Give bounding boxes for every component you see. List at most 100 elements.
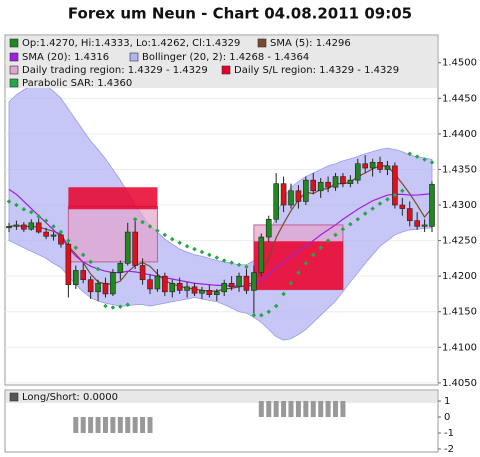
y-tick-label: 1.4250 [442,236,477,247]
long-short-bar [80,417,86,433]
long-short-bar [117,417,123,433]
candle-body [191,286,198,294]
candle-body [117,263,124,273]
y-tick-label: 1.4400 [442,129,477,140]
candle-body [72,270,79,285]
sar-dot [355,216,361,222]
candle-body [65,243,72,285]
long-short-bar [266,401,272,418]
y-tick-label: 1.4450 [442,93,477,104]
legend-label: Bollinger (20, 2): 1.4268 - 1.4364 [142,52,309,63]
candle-body [35,222,42,233]
sar-dot [36,214,41,219]
candle-body [273,183,279,220]
candle-body [213,291,220,295]
long-short-bar [288,401,294,418]
y-tick-label: 1.4200 [442,271,477,282]
candle-body [406,208,413,221]
candle-body [21,224,27,230]
candle-body [414,220,420,227]
candle-body [206,290,213,295]
sar-dot [95,266,101,272]
candle-body [384,165,391,170]
legend-box [6,36,437,88]
legend-swatch [9,78,19,88]
sar-dot [333,232,338,238]
sar-dot [221,258,227,263]
legend-label: SMA (20): 1.4316 [22,52,109,63]
candle-body [429,184,435,227]
y-tick-label: 1.4350 [442,164,477,175]
candle-body [147,279,153,290]
candle-body [295,190,302,202]
sma-line [8,188,433,288]
long-short-bar [333,401,339,418]
candle-body [13,224,20,227]
legend-label: Daily trading region: 1.4329 - 1.4329 [22,65,208,76]
sar-dot [58,229,64,235]
sar-dot [125,302,130,307]
sub-legend-box [6,391,437,403]
sar-dot [422,157,427,162]
candle-body [399,204,406,209]
sar-dot [51,224,56,229]
candle-body [258,236,265,273]
y-tick-label: 1.4100 [442,342,477,353]
sar-dot [259,313,264,318]
long-short-bar [258,401,264,418]
candle-body [58,234,64,245]
candle-body [325,181,331,188]
legend-swatch [257,38,267,48]
legend-label: SMA (5): 1.4296 [270,38,351,49]
candle-body [332,176,339,188]
sar-dot [288,281,294,286]
legend-label: Op:1.4270, Hi:1.4333, Lo:1.4262, Cl:1.43… [22,38,240,49]
candle-body [288,190,294,206]
y-tick-label: 1.4500 [442,58,477,69]
region [68,187,158,210]
candle-body [340,176,346,184]
y-tick-label: 0 [444,412,450,423]
candle-body [251,272,257,291]
candle-body [317,181,324,192]
candle-body [236,275,242,288]
y-tick-label: 1 [444,396,450,407]
long-short-bar [88,417,94,433]
candle-body [87,279,94,293]
legend-swatch [9,38,19,48]
candle-body [362,163,369,169]
legend-swatch [129,52,139,62]
candle-body [132,231,138,266]
sar-dot [303,261,309,266]
candle-body [377,162,383,170]
candle-body [221,282,228,293]
candle-body [162,275,168,293]
long-short-bar [340,401,346,418]
candle-body [95,282,101,293]
sar-dot [318,245,323,250]
sar-dot [266,309,271,314]
sar-dot [66,238,71,243]
candle-body [354,163,361,181]
candle-body [347,179,354,184]
legend-label: Long/Short: 0.0000 [22,392,118,403]
legend-label: Daily S/L region: 1.4329 - 1.4329 [234,65,399,76]
chart-title: Forex um Neun - Chart 04.08.2011 09:05 [68,5,412,23]
candle-body [265,218,272,238]
candle-body [280,183,287,206]
candle-body [392,165,398,206]
y-tick-label: 1.4050 [442,378,477,389]
candle-body [369,162,376,169]
candle-body [243,275,250,291]
long-short-bar [281,401,287,418]
sar-dot [29,209,34,215]
sar-dot [118,304,123,310]
sar-dot [340,226,346,232]
candle-body [80,270,87,281]
candle-body [6,226,12,229]
candle-body [199,290,205,294]
long-short-bar [73,417,79,433]
long-short-bar [325,401,331,418]
long-short-bar [303,401,309,418]
